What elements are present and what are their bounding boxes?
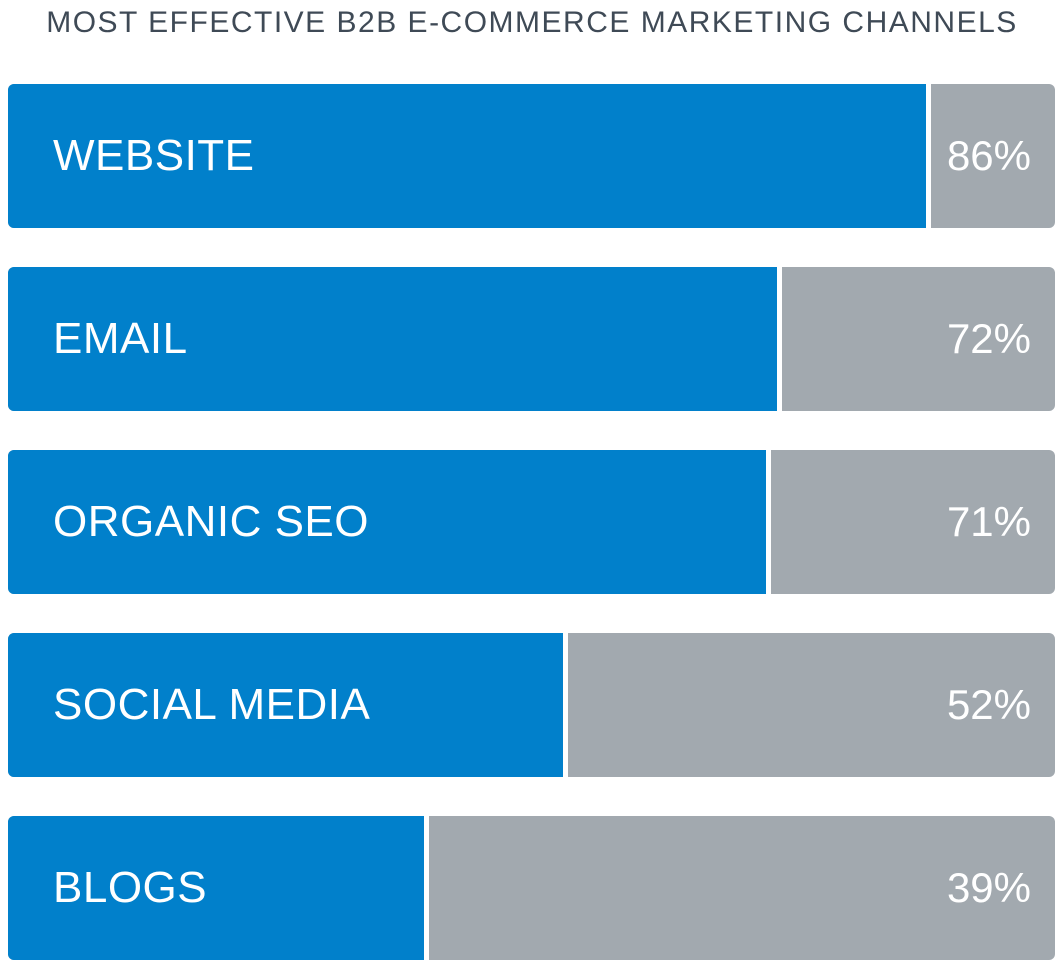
bar-category-label: WEBSITE [53,131,255,180]
bar-divider [766,450,771,594]
bar-value-label: 39% [946,864,1031,911]
bar-row: BLOGS 39% [8,816,1055,960]
bar-category-label: EMAIL [53,314,188,363]
bar-row: ORGANIC SEO 71% [8,450,1055,594]
bar-divider [777,267,782,411]
bar-category-label: BLOGS [53,863,208,912]
bar-value-label: 86% [946,132,1031,179]
bar-value-label: 72% [946,315,1031,362]
bar-fill [8,816,424,960]
bar-divider [424,816,429,960]
chart-title: MOST EFFECTIVE B2B E-COMMERCE MARKETING … [46,6,1018,39]
bar-fill [8,633,563,777]
bar-category-label: ORGANIC SEO [53,497,369,546]
bar-row: WEBSITE 86% [8,84,1055,228]
bar-fill [8,267,777,411]
bar-row: SOCIAL MEDIA 52% [8,633,1055,777]
bar-category-label: SOCIAL MEDIA [53,680,371,729]
bar-value-label: 71% [946,498,1031,545]
bar-value-label: 52% [946,681,1031,728]
bar-fill [8,450,766,594]
bar-divider [926,84,931,228]
bar-fill [8,84,926,228]
bar-divider [563,633,568,777]
bar-row: EMAIL 72% [8,267,1055,411]
